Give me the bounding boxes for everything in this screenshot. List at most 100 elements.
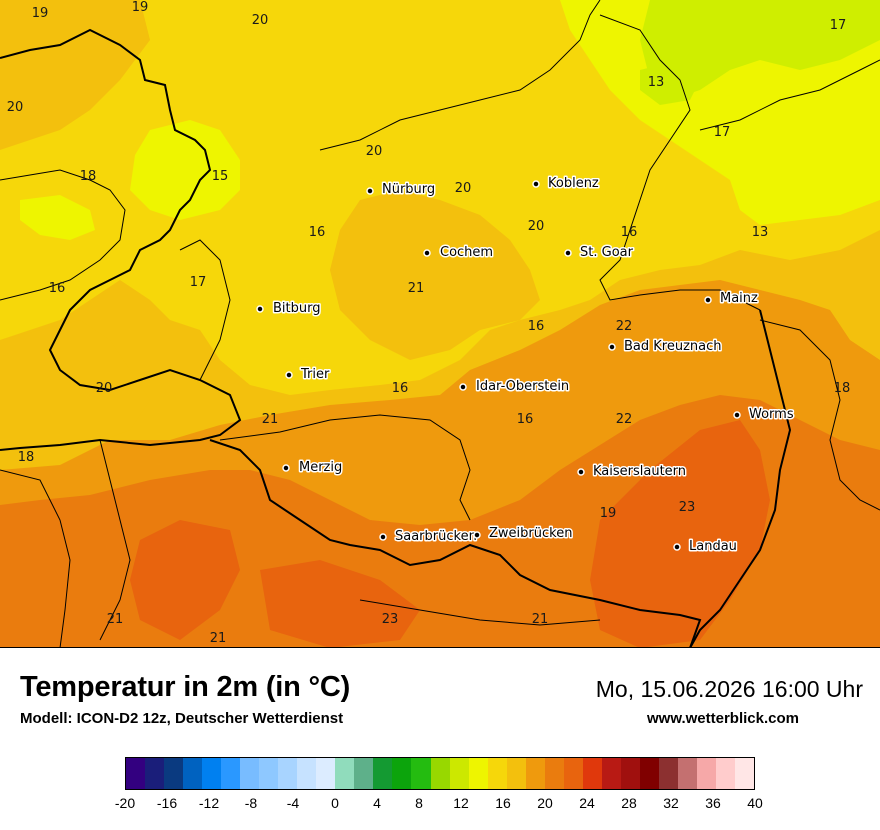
district-border-2	[219, 414, 471, 521]
legend-color-cell	[620, 758, 640, 789]
legend-tick-label: -8	[244, 795, 258, 811]
legend-color-cell	[297, 758, 317, 789]
chart-title: Temperatur in 2m (in °C)	[20, 671, 351, 703]
legend-color-cell	[240, 758, 260, 789]
legend-color-cell	[601, 758, 621, 789]
temperature-value-label: 19	[32, 6, 49, 21]
temperature-value-label: 18	[834, 381, 851, 396]
city-dot	[608, 343, 616, 351]
city-label[interactable]: Nürburg	[381, 181, 437, 199]
district-border-7	[179, 239, 231, 381]
state-border-saar	[209, 439, 702, 647]
city-label[interactable]: Mainz	[719, 290, 760, 308]
field-mid-tongue	[330, 190, 540, 360]
city-dot	[704, 296, 712, 304]
legend-tick-label: 40	[747, 795, 763, 811]
city-label[interactable]: Koblenz	[547, 175, 601, 193]
district-border-1	[0, 169, 126, 301]
legend-color-cell	[487, 758, 507, 789]
legend-color-cell	[696, 758, 716, 789]
website-link[interactable]: www.wetterblick.com	[647, 710, 799, 727]
legend-tick-label: 24	[579, 795, 595, 811]
legend-color-cell	[354, 758, 374, 789]
city-label[interactable]: Bad Kreuznach	[623, 338, 724, 356]
city-label[interactable]: Merzig	[298, 459, 344, 477]
temperature-value-label: 16	[528, 319, 545, 334]
city-dot	[532, 180, 540, 188]
legend-tick-label: 0	[331, 795, 339, 811]
legend-tick-label: 28	[621, 795, 637, 811]
city-dot	[379, 533, 387, 541]
temperature-value-label: 22	[616, 319, 633, 334]
temperature-value-label: 20	[528, 219, 545, 234]
legend-color-cell	[544, 758, 564, 789]
legend-tick-label: 36	[705, 795, 721, 811]
city-dot	[282, 464, 290, 472]
legend-tick-label: 20	[537, 795, 553, 811]
map-canvas: 19 19 20 17 13 17 20 15 18 20 20 16 20 16 13 17 21 16 16 22…	[0, 0, 880, 647]
legend-tick-label: -16	[156, 795, 178, 811]
city-label[interactable]: Landau	[688, 538, 739, 556]
temperature-value-label: 19	[600, 506, 617, 521]
temperature-value-label: 21	[408, 281, 425, 296]
city-label[interactable]: St. Goar	[579, 244, 636, 262]
legend-color-cell	[183, 758, 203, 789]
district-border-5	[759, 319, 880, 511]
temperature-value-label: 23	[382, 612, 399, 627]
legend-color-cell	[468, 758, 488, 789]
temperature-value-label: 16	[392, 381, 409, 396]
temperature-value-label: 13	[648, 75, 665, 90]
legend-color-cell	[735, 758, 755, 789]
legend-tick-label: 8	[415, 795, 423, 811]
field-west-warm	[0, 0, 150, 150]
legend-color-cell	[221, 758, 241, 789]
temperature-value-label: 17	[830, 18, 847, 33]
legend-tick-label: -12	[198, 795, 220, 811]
temperature-map[interactable]: 19 19 20 17 13 17 20 15 18 20 20 16 20 16 13 17 21 16 16 22…	[0, 0, 880, 648]
district-border-6	[359, 599, 601, 626]
city-dot	[473, 531, 481, 539]
temperature-value-label: 23	[679, 500, 696, 515]
legend-color-cell	[259, 758, 279, 789]
city-label[interactable]: Zweibrücken	[488, 525, 574, 543]
legend-color-cell	[430, 758, 450, 789]
city-dot	[577, 468, 585, 476]
legend-color-cell	[525, 758, 545, 789]
city-label[interactable]: Saarbrücken	[394, 528, 479, 546]
legend-tick-label: 16	[495, 795, 511, 811]
state-border-north	[319, 0, 601, 151]
temperature-value-label: 20	[7, 100, 24, 115]
model-source: Modell: ICON-D2 12z, Deutscher Wetterdie…	[20, 710, 344, 727]
state-border-east	[599, 14, 761, 311]
legend-color-cell	[563, 758, 583, 789]
city-label[interactable]: Idar-Oberstein	[475, 378, 571, 396]
temperature-value-label: 20	[252, 13, 269, 28]
legend-color-cell	[392, 758, 412, 789]
temperature-value-label: 20	[366, 144, 383, 159]
temperature-value-label: 16	[309, 225, 326, 240]
forecast-datetime: Mo, 15.06.2026 16:00 Uhr	[595, 676, 863, 702]
city-label[interactable]: Bitburg	[272, 300, 323, 318]
legend-color-cell	[506, 758, 526, 789]
legend-color-cell	[639, 758, 659, 789]
field-hot-patch-1	[590, 420, 770, 647]
city-label[interactable]: Kaiserslautern	[592, 463, 688, 481]
legend-tick-label: -4	[286, 795, 300, 811]
field-yellow-nw	[130, 120, 240, 220]
district-border-3	[99, 439, 131, 641]
city-label[interactable]: Worms	[748, 406, 796, 424]
temperature-value-label: 18	[18, 450, 35, 465]
field-west-warm-2	[0, 320, 150, 455]
city-dot	[285, 371, 293, 379]
legend-tick-label: 32	[663, 795, 679, 811]
city-label[interactable]: Trier	[299, 366, 332, 384]
field-hot-patch-3	[260, 560, 420, 647]
city-label[interactable]: Cochem	[439, 244, 495, 262]
city-dot	[256, 305, 264, 313]
legend-color-cell	[164, 758, 184, 789]
legend-color-cell	[658, 758, 678, 789]
temperature-value-label: 16	[49, 281, 66, 296]
city-markers: Nürburg Koblenz Cochem St. Goar Mainz Bitburg…	[256, 175, 796, 556]
legend-color-cell	[316, 758, 336, 789]
temperature-value-label: 21	[532, 612, 549, 627]
